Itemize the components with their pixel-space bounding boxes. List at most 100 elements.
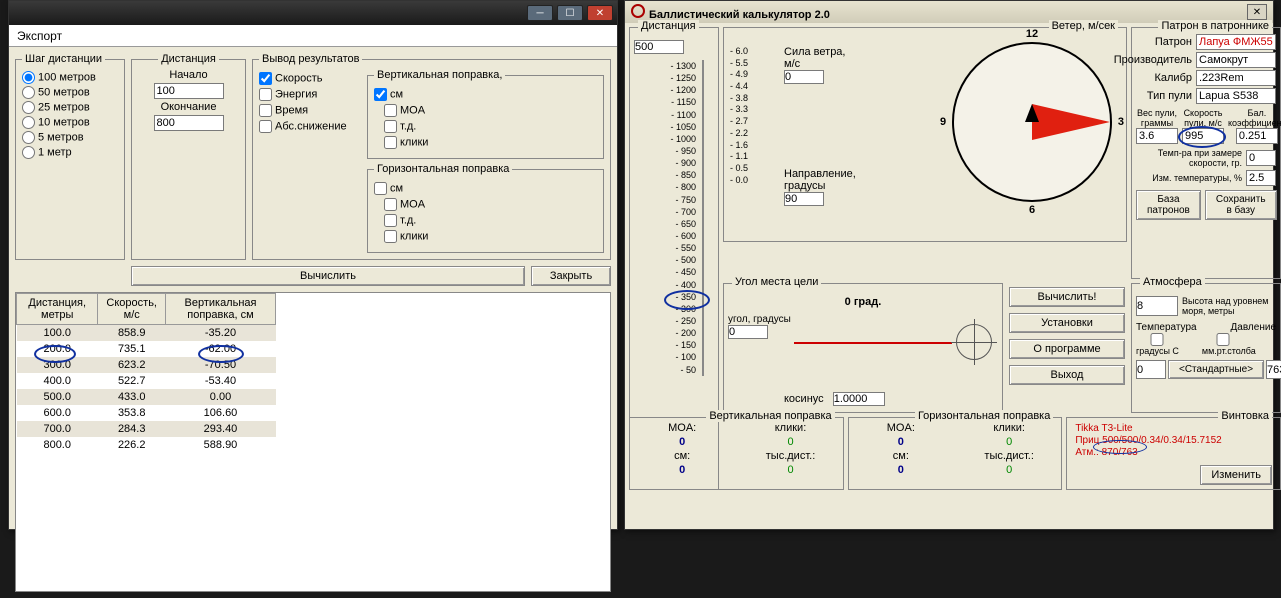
hcorr-panel: Горизонтальная поправка MOA:клики: 00 см…: [848, 417, 1063, 490]
bc-input[interactable]: [1236, 128, 1278, 144]
step-radio[interactable]: [22, 86, 35, 99]
db-button[interactable]: База патронов: [1136, 190, 1201, 220]
exit-button[interactable]: Выход: [1009, 365, 1125, 385]
table-row[interactable]: 300.0623.2-70.50: [17, 357, 276, 373]
alt-input[interactable]: [1136, 296, 1178, 316]
vert-cm[interactable]: см: [374, 88, 597, 101]
step-radio[interactable]: [22, 116, 35, 129]
distance-scale[interactable]: - 1300- 1250- 1200- 1150- 1100- 1050- 10…: [634, 60, 714, 376]
maker-label: Производитель: [1114, 54, 1192, 66]
ang-input[interactable]: [728, 325, 768, 339]
bc-label: Бал. коэффициент: [1228, 108, 1281, 128]
table-row[interactable]: 500.0433.00.00: [17, 389, 276, 405]
vcorr-clk-label: клики:: [746, 422, 834, 434]
caliber-input[interactable]: [1196, 70, 1276, 86]
wind-panel: Ветер, м/сек - 6.0- 5.5- 4.9- 4.4- 3.8- …: [723, 27, 1127, 242]
start-input[interactable]: [154, 83, 224, 99]
vert-td[interactable]: т.д.: [384, 120, 597, 133]
horz-td[interactable]: т.д.: [384, 214, 597, 227]
step-fieldset: Шаг дистанции 100 метров 50 метров 25 ме…: [15, 53, 125, 260]
out-drop[interactable]: Абс.снижение: [259, 120, 359, 133]
t-unit[interactable]: градусы С: [1136, 333, 1202, 356]
step-radio[interactable]: [22, 131, 35, 144]
distance-input[interactable]: [634, 40, 684, 54]
p-input[interactable]: [1266, 360, 1281, 379]
app-title: Баллистический калькулятор 2.0: [649, 9, 830, 21]
p-unit[interactable]: мм.рт.столба: [1202, 333, 1276, 356]
wind-wedge-icon: [1032, 104, 1110, 140]
step-opt-1[interactable]: 1 метр: [22, 146, 118, 159]
dtemp-input[interactable]: [1246, 170, 1276, 186]
table-row[interactable]: 400.0522.7-53.40: [17, 373, 276, 389]
step-legend: Шаг дистанции: [22, 53, 105, 65]
temp-input[interactable]: [1246, 150, 1276, 166]
table-row[interactable]: 100.0858.9-35.20: [17, 325, 276, 342]
step-opt-50[interactable]: 50 метров: [22, 86, 118, 99]
vcorr-td: 0: [746, 464, 834, 476]
step-opt-5[interactable]: 5 метров: [22, 131, 118, 144]
vert-clk[interactable]: клики: [384, 136, 597, 149]
panel-title: Экспорт: [9, 25, 617, 47]
vert-moa[interactable]: MOA: [384, 104, 597, 117]
start-label: Начало: [138, 69, 239, 81]
out-energy[interactable]: Энергия: [259, 88, 359, 101]
about-button[interactable]: О программе: [1009, 339, 1125, 359]
table-row[interactable]: 700.0284.3293.40: [17, 421, 276, 437]
maximize-button[interactable]: ☐: [557, 5, 583, 21]
minimize-button[interactable]: ─: [527, 5, 553, 21]
wind-force-label: Сила ветра, м/с: [784, 46, 854, 70]
out-speed[interactable]: Скорость: [259, 72, 359, 85]
maker-input[interactable]: [1196, 52, 1276, 68]
vcorr-cm-label: см:: [638, 450, 726, 462]
vcorr-td-label: тыс.дист.:: [746, 450, 834, 462]
bv-input[interactable]: [1182, 128, 1224, 144]
wind-clock[interactable]: 12 3 6 9: [952, 42, 1112, 202]
wind-force-input[interactable]: [784, 70, 824, 84]
th-distance: Дистанция, метры: [17, 294, 98, 325]
horz-cm[interactable]: см: [374, 182, 597, 195]
wind-dir-group: Направление, градусы: [784, 168, 864, 206]
cart-name-input[interactable]: [1196, 34, 1276, 50]
end-input[interactable]: [154, 115, 224, 131]
action-buttons: Вычислить! Установки О программе Выход: [1007, 283, 1127, 413]
hcorr-clk-label: клики:: [965, 422, 1053, 434]
titlebar: ─ ☐ ✕: [9, 1, 617, 25]
rifle-edit-button[interactable]: Изменить: [1200, 465, 1272, 485]
save-db-button[interactable]: Сохранить в базу: [1205, 190, 1277, 220]
horz-moa[interactable]: MOA: [384, 198, 597, 211]
table-row[interactable]: 600.0353.8106.60: [17, 405, 276, 421]
rifle-line3: Атм.: 870/763: [1075, 447, 1272, 458]
t-input[interactable]: [1136, 360, 1166, 379]
step-opt-10[interactable]: 10 метров: [22, 116, 118, 129]
close-panel-button[interactable]: Закрыть: [531, 266, 611, 286]
bullet-type-input[interactable]: [1196, 88, 1276, 104]
app-icon: [631, 4, 645, 18]
setup-button[interactable]: Установки: [1009, 313, 1125, 333]
cartridge-legend: Патрон в патроннике: [1158, 20, 1272, 32]
calc-button[interactable]: Вычислить!: [1009, 287, 1125, 307]
step-radio[interactable]: [22, 101, 35, 114]
wind-dir-input[interactable]: [784, 192, 824, 206]
horz-legend: Горизонтальная поправка: [374, 163, 512, 175]
step-opt-25[interactable]: 25 метров: [22, 101, 118, 114]
bw-input[interactable]: [1136, 128, 1178, 144]
table-row[interactable]: 200.0735.1-62.00: [17, 341, 276, 357]
rifle-line2: Приц.500/500/0.34/0.34/15.7152: [1075, 435, 1272, 446]
hcorr-moa-label: MOA:: [857, 422, 945, 434]
out-time[interactable]: Время: [259, 104, 359, 117]
rifle-legend: Винтовка: [1218, 410, 1272, 422]
vert-legend: Вертикальная поправка,: [374, 69, 505, 81]
step-radio[interactable]: [22, 71, 35, 84]
step-opt-100[interactable]: 100 метров: [22, 71, 118, 84]
step-radio[interactable]: [22, 146, 35, 159]
std-button[interactable]: <Стандартные>: [1168, 360, 1264, 379]
vcorr-legend: Вертикальная поправка: [706, 410, 834, 422]
close-button[interactable]: ✕: [1247, 4, 1267, 20]
cos-input[interactable]: [833, 392, 885, 406]
hcorr-clk: 0: [965, 436, 1053, 448]
distance-legend: Дистанция: [158, 53, 219, 65]
horz-clk[interactable]: клики: [384, 230, 597, 243]
calculate-button[interactable]: Вычислить: [131, 266, 525, 286]
close-button[interactable]: ✕: [587, 5, 613, 21]
table-row[interactable]: 800.0226.2588.90: [17, 437, 276, 453]
